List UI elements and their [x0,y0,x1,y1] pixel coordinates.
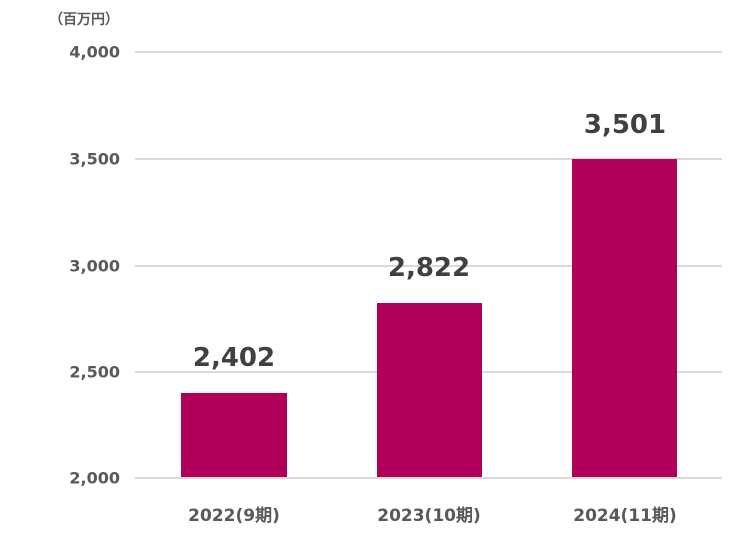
x-label-2024: 2024(11期) [573,506,677,526]
value-label-2023: 2,822 [387,253,471,283]
gridline [135,51,722,53]
y-tick-3000: 3,000 [69,256,120,276]
x-label-2022: 2022(9期) [188,506,280,526]
y-tick-3500: 3,500 [69,149,120,169]
bar-2023 [377,303,482,478]
y-tick-2500: 2,500 [69,362,120,382]
x-label-2023: 2023(10期) [377,506,481,526]
x-axis-baseline [135,477,722,479]
value-label-2022: 2,402 [192,343,276,373]
gridline [135,158,722,160]
y-tick-4000: 4,000 [69,42,120,62]
bar-2022 [181,393,287,478]
bar-2024 [572,159,677,478]
value-label-2024: 3,501 [583,110,667,140]
y-axis-unit-label: （百万円） [49,12,119,28]
gridline [135,265,722,267]
y-tick-2000: 2,000 [69,468,120,488]
